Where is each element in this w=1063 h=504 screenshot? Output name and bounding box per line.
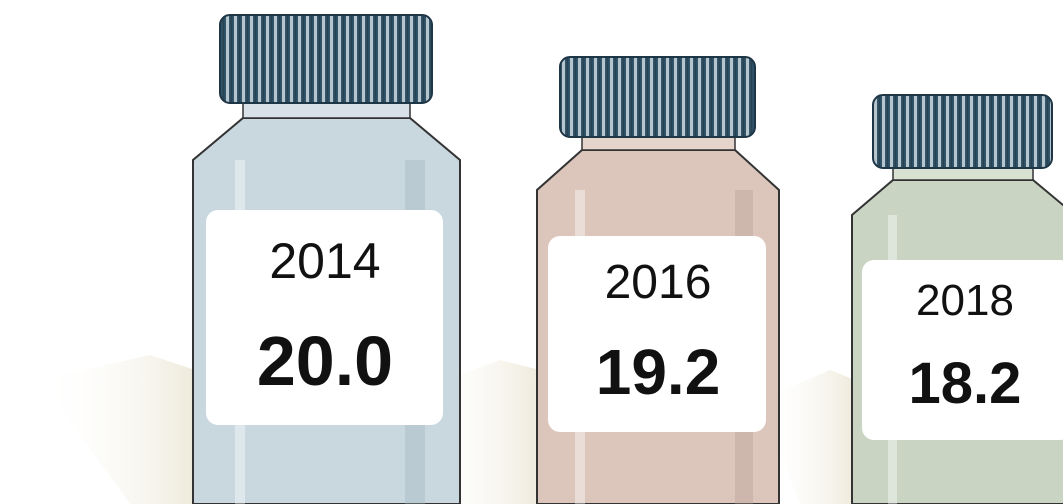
- value: 18.2: [909, 351, 1022, 416]
- shadow: [760, 370, 855, 504]
- jar: [851, 94, 1063, 504]
- jar: [192, 14, 461, 504]
- year: 2014: [269, 233, 380, 289]
- jar: [536, 56, 780, 504]
- value: 19.2: [596, 336, 721, 408]
- value: 20.0: [257, 322, 393, 400]
- shadow: [40, 355, 195, 504]
- year: 2016: [605, 256, 712, 309]
- year: 2018: [916, 276, 1014, 325]
